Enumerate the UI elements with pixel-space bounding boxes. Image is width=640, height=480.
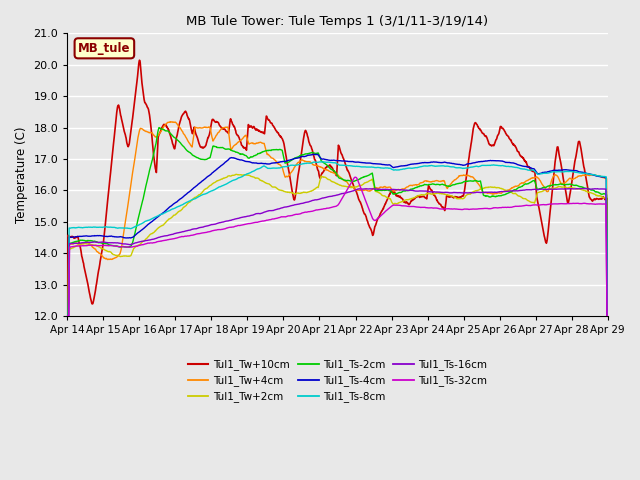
Title: MB Tule Tower: Tule Temps 1 (3/1/11-3/19/14): MB Tule Tower: Tule Temps 1 (3/1/11-3/19… [186,15,488,28]
Y-axis label: Temperature (C): Temperature (C) [15,126,28,223]
Text: MB_tule: MB_tule [78,42,131,55]
Legend: Tul1_Tw+10cm, Tul1_Tw+4cm, Tul1_Tw+2cm, Tul1_Ts-2cm, Tul1_Ts-4cm, Tul1_Ts-8cm, T: Tul1_Tw+10cm, Tul1_Tw+4cm, Tul1_Tw+2cm, … [184,355,492,407]
